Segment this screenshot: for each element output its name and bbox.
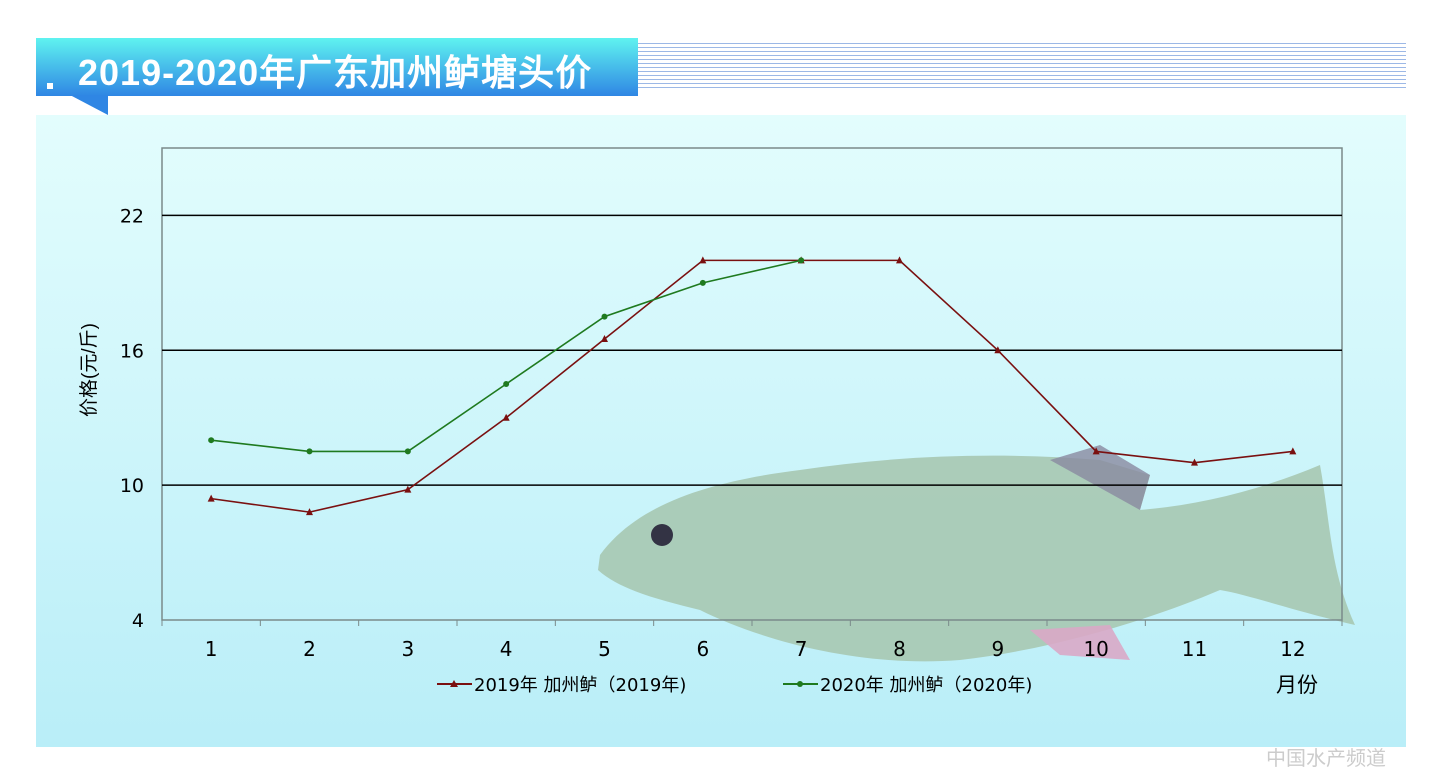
data-point: [601, 335, 608, 343]
legend: 2019年 加州鲈（2019年) 2020年 加州鲈（2020年): [437, 675, 1032, 696]
x-tick-label: 3: [401, 637, 414, 661]
data-point: [502, 413, 510, 421]
x-tick-label: 11: [1182, 637, 1207, 661]
series-line-2020: [211, 259, 802, 453]
x-tick-label: 2: [303, 637, 316, 661]
legend-marker-2020: [797, 681, 803, 687]
data-point: [1289, 447, 1297, 455]
y-tick-label: 22: [120, 205, 144, 227]
data-point: [699, 279, 706, 286]
data-point: [404, 485, 412, 493]
data-point: [601, 313, 608, 320]
data-point: [404, 448, 411, 455]
data-point: [699, 256, 707, 264]
data-point: [306, 508, 313, 516]
x-tick-label: 8: [893, 637, 906, 661]
legend-label-2020: 2020年 加州鲈（2020年): [820, 675, 1032, 696]
fish-illustration: [598, 445, 1355, 662]
decorative-stripes: [638, 40, 1406, 90]
data-point: [306, 448, 313, 455]
x-tick-label: 4: [500, 637, 513, 661]
x-tick-label: 10: [1083, 637, 1108, 661]
title-banner: [36, 38, 638, 96]
y-tick-label: 4: [132, 610, 144, 632]
data-point: [798, 257, 805, 264]
title-banner-tail: [70, 95, 108, 115]
x-tick-label: 12: [1280, 637, 1305, 661]
data-point: [207, 494, 215, 502]
data-point: [896, 256, 903, 264]
data-point: [208, 437, 215, 444]
chart-panel: [36, 115, 1406, 747]
y-tick-label: 16: [120, 340, 144, 362]
chart-title: 2019-2020年广东加州鲈塘头价: [78, 52, 593, 93]
y-tick-label: 10: [120, 475, 144, 497]
title-bullet: [47, 83, 53, 89]
legend-label-2019: 2019年 加州鲈（2019年): [474, 675, 686, 696]
series-line-2019: [211, 259, 1293, 513]
x-tick-label: 6: [696, 637, 709, 661]
x-tick-label: 5: [598, 637, 611, 661]
y-axis-label: 价格(元/斤): [78, 323, 100, 417]
data-point: [503, 381, 510, 387]
data-point: [1092, 447, 1100, 455]
data-point: [994, 346, 1002, 354]
x-axis-label: 月份: [1276, 674, 1318, 697]
x-tick-label: 1: [205, 637, 218, 661]
x-tick-label: 7: [795, 637, 808, 661]
legend-marker-2019: [450, 680, 458, 687]
x-tick-label: 9: [991, 637, 1004, 661]
watermark-logo: 中国水产频道: [1266, 746, 1386, 770]
data-point: [1191, 458, 1198, 466]
